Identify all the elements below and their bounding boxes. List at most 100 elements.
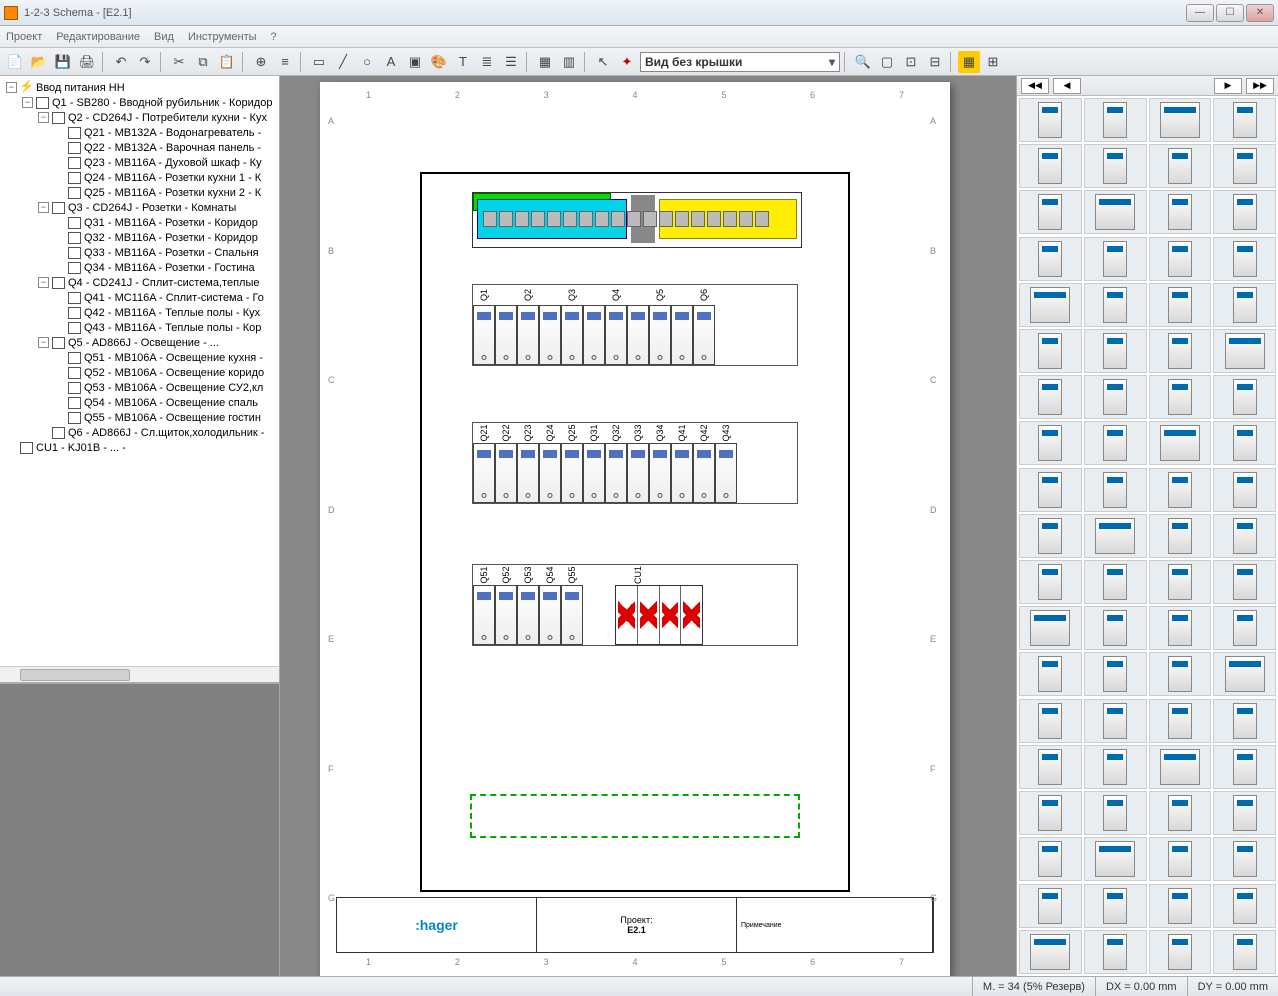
gallery-item[interactable] <box>1084 375 1147 419</box>
gallery-item[interactable] <box>1084 745 1147 789</box>
device-gallery[interactable] <box>1017 96 1278 976</box>
gallery-item[interactable] <box>1084 190 1147 234</box>
gallery-item[interactable] <box>1149 514 1212 558</box>
breaker[interactable] <box>627 305 649 365</box>
surge-protector[interactable] <box>615 585 703 645</box>
new-icon[interactable]: 📄 <box>4 51 26 73</box>
gallery-item[interactable] <box>1213 837 1276 881</box>
gallery-item[interactable] <box>1019 606 1082 650</box>
gallery-item[interactable] <box>1019 468 1082 512</box>
breaker[interactable] <box>605 305 627 365</box>
gallery-item[interactable] <box>1019 237 1082 281</box>
gallery-item[interactable] <box>1213 606 1276 650</box>
gallery-item[interactable] <box>1149 930 1212 974</box>
gallery-item[interactable] <box>1149 606 1212 650</box>
gallery-item[interactable] <box>1084 884 1147 928</box>
breaker[interactable] <box>583 443 605 503</box>
breaker[interactable] <box>649 305 671 365</box>
gallery-item[interactable] <box>1213 791 1276 835</box>
add-device-icon[interactable]: ⊕ <box>250 51 272 73</box>
gallery-item[interactable] <box>1084 98 1147 142</box>
gallery-item[interactable] <box>1019 930 1082 974</box>
gallery-item[interactable] <box>1213 98 1276 142</box>
tree-node[interactable]: Q55 - MB106A - Освещение гостин <box>0 410 279 425</box>
gallery-item[interactable] <box>1149 468 1212 512</box>
save-icon[interactable]: 💾 <box>52 51 74 73</box>
grid-icon[interactable]: ▦ <box>958 51 980 73</box>
gallery-item[interactable] <box>1149 884 1212 928</box>
gallery-item[interactable] <box>1149 283 1212 327</box>
gallery-item[interactable] <box>1149 745 1212 789</box>
gallery-item[interactable] <box>1084 468 1147 512</box>
gallery-item[interactable] <box>1213 652 1276 696</box>
menu-project[interactable]: Проект <box>6 31 42 43</box>
tree-node[interactable]: Q51 - MB106A - Освещение кухня - <box>0 350 279 365</box>
breaker[interactable] <box>561 585 583 645</box>
list-icon[interactable]: ☰ <box>500 51 522 73</box>
tree-expander-icon[interactable]: − <box>22 97 33 108</box>
breaker[interactable] <box>473 443 495 503</box>
breaker[interactable] <box>495 305 517 365</box>
tree-node[interactable]: Q31 - MB116A - Розетки - Коридор <box>0 215 279 230</box>
tree-node[interactable]: Q33 - MB116A - Розетки - Спальня <box>0 245 279 260</box>
maximize-button[interactable]: ☐ <box>1216 4 1244 22</box>
gallery-item[interactable] <box>1213 560 1276 604</box>
gallery-item[interactable] <box>1019 375 1082 419</box>
tree-node[interactable]: −Q1 - SB280 - Вводной рубильник - Коридо… <box>0 95 279 110</box>
tree-expander-icon[interactable]: − <box>6 82 17 93</box>
tree-node[interactable]: −Q4 - CD241J - Сплит-система,теплые <box>0 275 279 290</box>
gallery-item[interactable] <box>1213 144 1276 188</box>
zoom-out-icon[interactable]: ⊟ <box>924 51 946 73</box>
breaker[interactable] <box>473 305 495 365</box>
gallery-item[interactable] <box>1084 514 1147 558</box>
breaker[interactable] <box>627 443 649 503</box>
gallery-item[interactable] <box>1149 237 1212 281</box>
gallery-next-icon[interactable]: ▶▶ <box>1246 78 1274 94</box>
gallery-item[interactable] <box>1084 283 1147 327</box>
tree-scrollbar-h[interactable] <box>0 666 279 682</box>
tree-node[interactable]: Q41 - MC116A - Сплит-система - Го <box>0 290 279 305</box>
select-icon[interactable]: ✦ <box>616 51 638 73</box>
breaker[interactable] <box>539 443 561 503</box>
gallery-item[interactable] <box>1149 190 1212 234</box>
gallery-item[interactable] <box>1019 652 1082 696</box>
gallery-item[interactable] <box>1213 421 1276 465</box>
tree-node[interactable]: Q32 - MB116A - Розетки - Коридор <box>0 230 279 245</box>
gallery-item[interactable] <box>1019 329 1082 373</box>
cut-icon[interactable]: ✂ <box>168 51 190 73</box>
tree-expander-icon[interactable]: − <box>38 202 49 213</box>
gallery-item[interactable] <box>1084 144 1147 188</box>
tree-node[interactable]: Q22 - MB132A - Варочная панель - <box>0 140 279 155</box>
breaker[interactable] <box>671 305 693 365</box>
align-icon[interactable]: ≣ <box>476 51 498 73</box>
gallery-item[interactable] <box>1019 514 1082 558</box>
tree-node[interactable]: Q25 - MB116A - Розетки кухни 2 - К <box>0 185 279 200</box>
gallery-item[interactable] <box>1149 791 1212 835</box>
zoom-in-icon[interactable]: 🔍 <box>852 51 874 73</box>
tree-node[interactable]: Q21 - MB132A - Водонагреватель - <box>0 125 279 140</box>
zoom-page-icon[interactable]: ▢ <box>876 51 898 73</box>
copy-icon[interactable]: ⧉ <box>192 51 214 73</box>
tree-expander-icon[interactable]: − <box>38 337 49 348</box>
breaker[interactable] <box>693 443 715 503</box>
menu-view[interactable]: Вид <box>154 31 174 43</box>
gallery-item[interactable] <box>1019 144 1082 188</box>
tree-node[interactable]: CU1 - KJ01B - ... - <box>0 440 279 455</box>
breaker[interactable] <box>561 305 583 365</box>
circle-icon[interactable]: ○ <box>356 51 378 73</box>
rect-icon[interactable]: ▭ <box>308 51 330 73</box>
gallery-item[interactable] <box>1149 421 1212 465</box>
view-mode-combo[interactable]: Вид без крышки <box>640 52 840 72</box>
tree-node[interactable]: Q6 - AD866J - Сл.щиток,холодильник - <box>0 425 279 440</box>
gallery-item[interactable] <box>1019 190 1082 234</box>
line-icon[interactable]: ╱ <box>332 51 354 73</box>
breaker[interactable] <box>517 585 539 645</box>
breaker[interactable] <box>715 443 737 503</box>
breaker[interactable] <box>539 585 561 645</box>
breaker[interactable] <box>517 305 539 365</box>
open-icon[interactable]: 📂 <box>28 51 50 73</box>
breaker[interactable] <box>671 443 693 503</box>
gallery-item[interactable] <box>1084 329 1147 373</box>
gallery-item[interactable] <box>1213 329 1276 373</box>
text-icon[interactable]: A <box>380 51 402 73</box>
